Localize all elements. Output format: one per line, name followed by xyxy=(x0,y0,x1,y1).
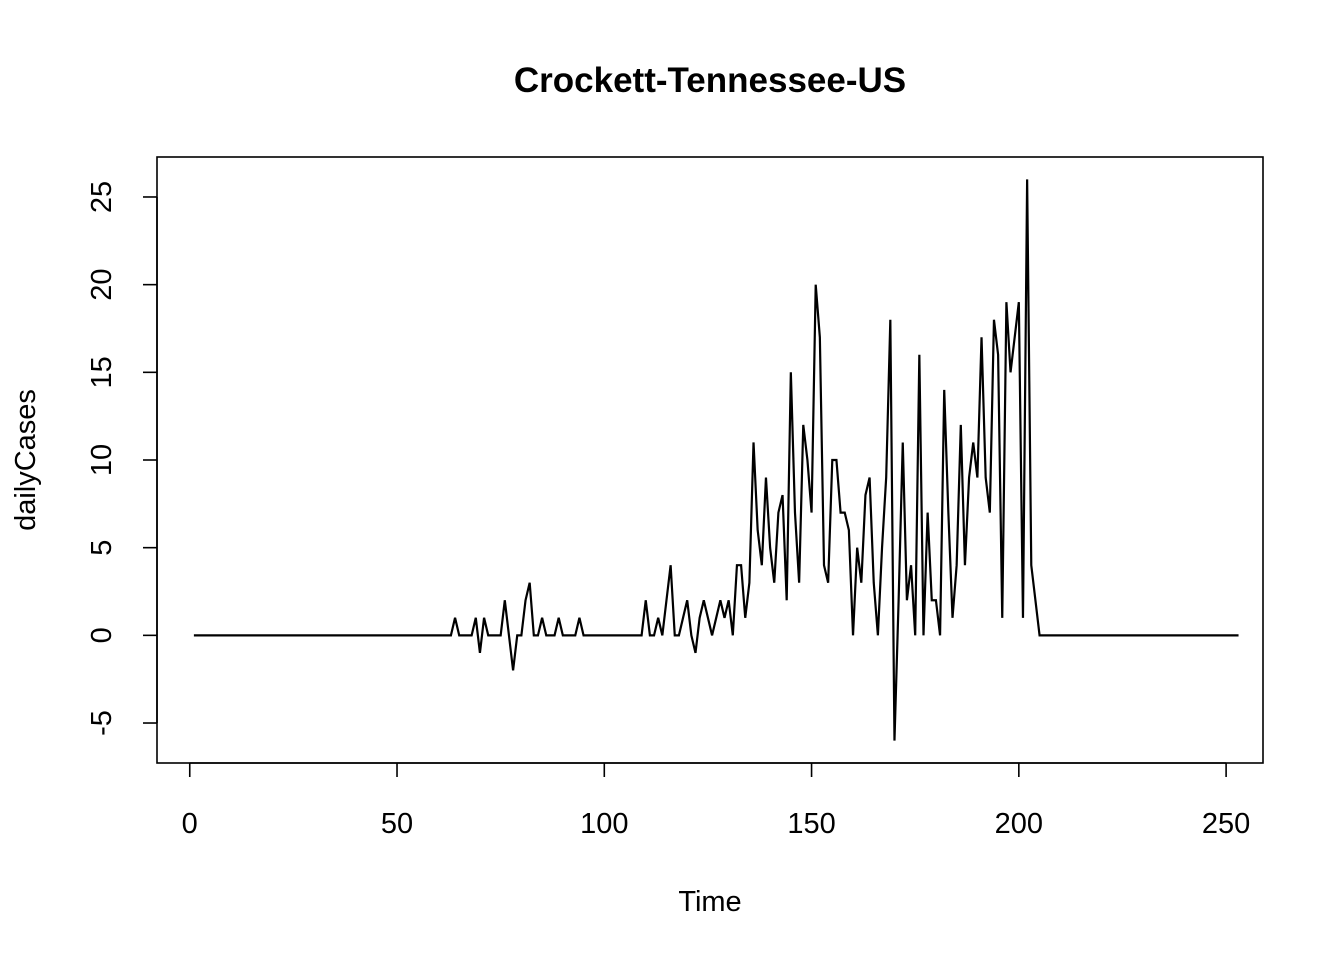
x-tick-label: 50 xyxy=(381,808,413,840)
y-tick-label: 20 xyxy=(86,269,118,301)
x-tick-label: 0 xyxy=(182,808,198,840)
x-tick-label: 250 xyxy=(1202,808,1250,840)
x-tick-label: 150 xyxy=(787,808,835,840)
y-tick-label: 25 xyxy=(86,181,118,213)
series-line-0 xyxy=(193,179,1239,741)
y-tick-label: 10 xyxy=(86,444,118,476)
y-tick-label: 0 xyxy=(86,627,118,643)
plot-box xyxy=(156,156,1264,764)
x-tick-label: 200 xyxy=(995,808,1043,840)
y-tick-label: 15 xyxy=(86,356,118,388)
chart-title: Crockett-Tennessee-US xyxy=(514,61,906,100)
y-axis: -5 0 5 10 15 20 25 xyxy=(86,181,158,736)
x-axis-label: Time xyxy=(678,886,741,918)
x-axis: 0 50 100 150 200 250 xyxy=(182,762,1250,840)
x-tick-label: 100 xyxy=(580,808,628,840)
series-layer xyxy=(193,179,1239,741)
y-tick-label: 5 xyxy=(86,540,118,556)
y-tick-label: -5 xyxy=(86,710,118,736)
y-axis-label: dailyCases xyxy=(10,389,42,531)
